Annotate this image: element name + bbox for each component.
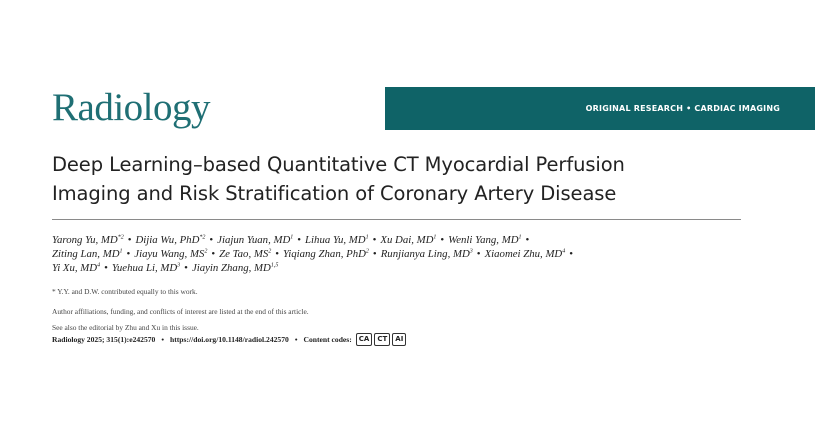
author-line: Ziting Lan, MD1 • Jiayu Wang, MS2 • Ze Tao, … [52, 247, 752, 261]
author-affiliation-marker: *2 [117, 234, 124, 241]
author-affiliation-marker: 1 [290, 234, 294, 241]
citation-line: Radiology 2025; 315(1):e242570 • https:/… [52, 333, 752, 346]
title-divider [52, 219, 741, 220]
author-separator: • [372, 234, 377, 246]
author-name: Ziting Lan, MD1 [52, 248, 123, 260]
author-name: Yuehua Li, MD3 [111, 262, 181, 274]
author-name: Yarong Yu, MD*2 [52, 234, 124, 246]
author-list: Yarong Yu, MD*2 • Dijia Wu, PhD*2 • Jiajun Y… [52, 233, 752, 275]
article-notes: * Y.Y. and D.W. contributed equally to t… [52, 287, 752, 339]
author-affiliation-marker: 1 [119, 248, 123, 255]
author-line: Yarong Yu, MD*2 • Dijia Wu, PhD*2 • Jiajun Y… [52, 233, 752, 247]
author-affiliation-marker: 2 [365, 248, 369, 255]
doi-link[interactable]: https://doi.org/10.1148/radiol.242570 [170, 335, 289, 344]
citation-separator: • [161, 335, 165, 344]
author-name: Wenli Yang, MD1 [448, 234, 522, 246]
journal-logo: Radiology [52, 86, 211, 129]
article-title-line-1: Deep Learning–based Quantitative CT Myoc… [52, 153, 625, 176]
author-name: Xu Dai, MD1 [380, 234, 437, 246]
author-name: Jiayin Zhang, MD1,5 [191, 262, 279, 274]
content-codes: CA CT AI [354, 333, 407, 346]
author-separator: • [184, 262, 188, 274]
author-affiliation-marker: 4 [97, 262, 101, 269]
author-affiliation-marker: 3 [177, 262, 181, 269]
equal-contribution-note: * Y.Y. and D.W. contributed equally to t… [52, 287, 198, 296]
author-separator: • [297, 234, 302, 246]
author-separator: • [440, 234, 445, 246]
editorial-note: See also the editorial by Zhu and Xu in … [52, 323, 199, 332]
author-affiliation-marker: 1 [365, 234, 369, 241]
affiliations-note: Author affiliations, funding, and confli… [52, 307, 309, 316]
content-code-badge: CA [355, 333, 373, 346]
author-line: Yi Xu, MD4 • Yuehua Li, MD3 • Jiayin Zhang, … [52, 261, 752, 275]
section-banner: ORIGINAL RESEARCH • CARDIAC IMAGING [385, 87, 815, 130]
content-code-badge: AI [392, 333, 407, 346]
author-separator: • [476, 248, 481, 260]
author-affiliation-marker: 2 [268, 248, 272, 255]
author-affiliation-marker: *2 [199, 234, 206, 241]
author-name: Jiayu Wang, MS2 [134, 248, 208, 260]
author-affiliation-marker: 1 [518, 234, 522, 241]
content-codes-label: Content codes: [303, 335, 352, 344]
author-separator: • [209, 234, 214, 246]
author-name: Lihua Yu, MD1 [305, 234, 369, 246]
author-separator: • [372, 248, 377, 260]
citation-reference: Radiology 2025; 315(1):e242570 [52, 335, 156, 344]
author-affiliation-marker: 1 [433, 234, 437, 241]
author-name: Ze Tao, MS2 [219, 248, 272, 260]
author-separator: • [211, 248, 216, 260]
author-name: Dijia Wu, PhD*2 [135, 234, 206, 246]
author-affiliation-marker: 4 [562, 248, 566, 255]
author-separator: • [126, 248, 131, 260]
author-name: Runjianya Ling, MD3 [380, 248, 473, 260]
author-separator: • [525, 234, 530, 246]
author-name: Yi Xu, MD4 [52, 262, 101, 274]
section-banner-label: ORIGINAL RESEARCH • CARDIAC IMAGING [585, 104, 780, 113]
author-separator: • [569, 248, 574, 260]
author-separator: • [127, 234, 132, 246]
article-title-line-2: Imaging and Risk Stratification of Coron… [52, 182, 617, 205]
article-title: Deep Learning–based Quantitative CT Myoc… [52, 150, 752, 208]
author-name: Yiqiang Zhan, PhD2 [283, 248, 369, 260]
author-name: Xiaomei Zhu, MD4 [484, 248, 566, 260]
author-separator: • [275, 248, 280, 260]
author-affiliation-marker: 1,5 [270, 262, 279, 269]
citation-separator: • [294, 335, 298, 344]
content-code-badge: CT [374, 333, 391, 346]
author-affiliation-marker: 2 [204, 248, 208, 255]
author-affiliation-marker: 3 [469, 248, 473, 255]
author-name: Jiajun Yuan, MD1 [217, 234, 294, 246]
author-separator: • [104, 262, 108, 274]
